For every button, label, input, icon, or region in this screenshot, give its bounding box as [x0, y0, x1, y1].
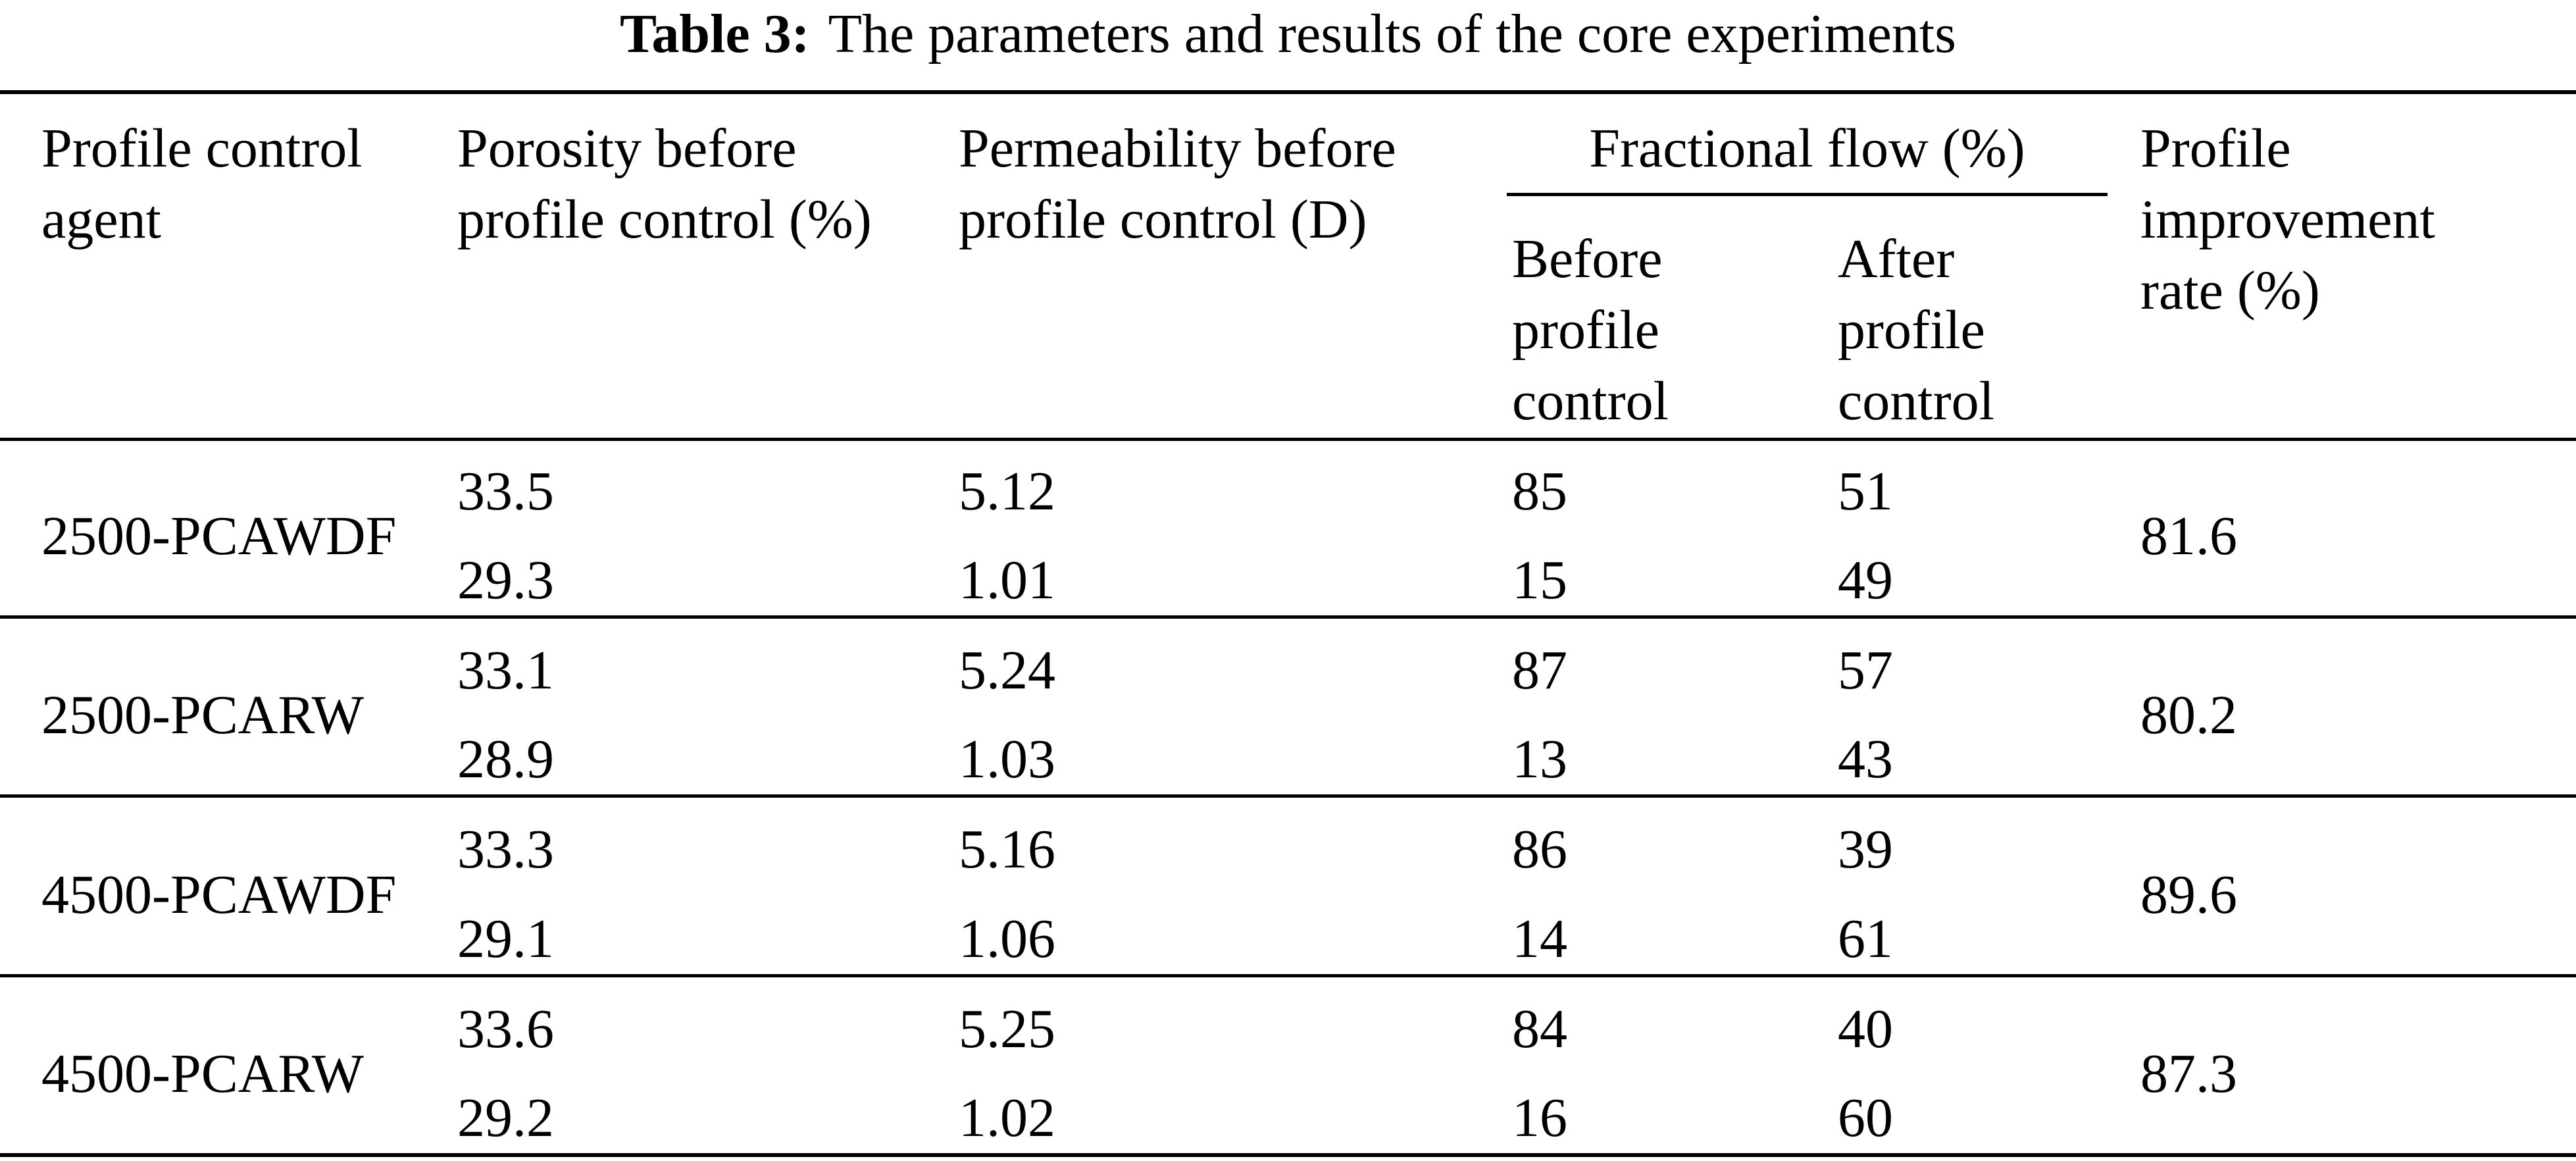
row-before: 15 — [1512, 550, 1567, 611]
row-before: 86 — [1512, 819, 1567, 880]
header-before: Before profile control — [1512, 224, 1669, 437]
row-after: 60 — [1838, 1087, 1893, 1148]
header-permeability-line-2: profile control (D) — [959, 189, 1367, 250]
header-bottom-rule — [0, 438, 2576, 441]
row-after: 51 — [1838, 461, 1893, 522]
row-after: 40 — [1838, 998, 1893, 1060]
row-before: 16 — [1512, 1087, 1567, 1148]
row-after: 43 — [1838, 729, 1893, 790]
row-agent: 2500-PCAWDF — [41, 505, 397, 567]
row-porosity: 29.1 — [457, 908, 554, 969]
row-before: 13 — [1512, 729, 1567, 790]
row-permeability: 1.02 — [959, 1087, 1055, 1148]
row-permeability: 5.25 — [959, 998, 1055, 1060]
header-improvement: Profile improvement rate (%) — [2140, 113, 2435, 326]
header-before-line-1: Before — [1512, 228, 1663, 290]
header-agent: Profile control agent — [41, 113, 363, 255]
row-porosity: 28.9 — [457, 729, 554, 790]
header-porosity-line-1: Porosity before — [457, 118, 797, 179]
row-permeability: 5.16 — [959, 819, 1055, 880]
row-improvement: 89.6 — [2140, 864, 2237, 925]
table-caption-label: Table 3: — [620, 3, 810, 64]
row-porosity: 33.6 — [457, 998, 554, 1060]
header-improvement-line-3: rate (%) — [2140, 260, 2320, 321]
header-permeability-line-1: Permeability before — [959, 118, 1396, 179]
header-after-line-2: profile — [1838, 299, 1985, 361]
row-before: 87 — [1512, 640, 1567, 701]
row-permeability: 5.24 — [959, 640, 1055, 701]
row-before: 84 — [1512, 998, 1567, 1060]
header-agent-line-1: Profile control — [41, 118, 363, 179]
row-porosity: 33.3 — [457, 819, 554, 880]
row-porosity: 29.3 — [457, 550, 554, 611]
table-caption-text: The parameters and results of the core e… — [828, 3, 1956, 64]
header-before-line-3: control — [1512, 371, 1669, 432]
header-fractional-flow: Fractional flow (%) — [1589, 118, 2025, 179]
table-bottom-rule — [0, 1153, 2576, 1157]
group-divider-3 — [0, 974, 2576, 977]
row-permeability: 1.01 — [959, 550, 1055, 611]
row-permeability: 5.12 — [959, 461, 1055, 522]
header-after-line-1: After — [1838, 228, 1955, 290]
header-improvement-line-1: Profile — [2140, 118, 2291, 179]
header-permeability: Permeability before profile control (D) — [959, 113, 1396, 255]
row-permeability: 1.03 — [959, 729, 1055, 790]
row-porosity: 33.5 — [457, 461, 554, 522]
header-after-line-3: control — [1838, 371, 1994, 432]
fractional-flow-rule — [1507, 193, 2108, 196]
header-after: After profile control — [1838, 224, 1994, 437]
table-top-rule — [0, 90, 2576, 94]
header-before-line-2: profile — [1512, 299, 1659, 361]
group-divider-2 — [0, 794, 2576, 798]
row-before: 14 — [1512, 908, 1567, 969]
row-agent: 2500-PCARW — [41, 684, 365, 746]
row-after: 39 — [1838, 819, 1893, 880]
row-after: 49 — [1838, 550, 1893, 611]
table-caption: Table 3: The parameters and results of th… — [0, 0, 2576, 80]
row-agent: 4500-PCARW — [41, 1043, 365, 1104]
group-divider-1 — [0, 615, 2576, 619]
row-before: 85 — [1512, 461, 1567, 522]
row-after: 57 — [1838, 640, 1893, 701]
row-porosity: 33.1 — [457, 640, 554, 701]
row-improvement: 87.3 — [2140, 1043, 2237, 1104]
row-agent: 4500-PCAWDF — [41, 864, 397, 925]
row-permeability: 1.06 — [959, 908, 1055, 969]
header-porosity-line-2: profile control (%) — [457, 189, 872, 250]
header-porosity: Porosity before profile control (%) — [457, 113, 872, 255]
header-agent-line-2: agent — [41, 189, 161, 250]
header-improvement-line-2: improvement — [2140, 189, 2435, 250]
row-after: 61 — [1838, 908, 1893, 969]
row-porosity: 29.2 — [457, 1087, 554, 1148]
row-improvement: 80.2 — [2140, 684, 2237, 746]
row-improvement: 81.6 — [2140, 505, 2237, 567]
